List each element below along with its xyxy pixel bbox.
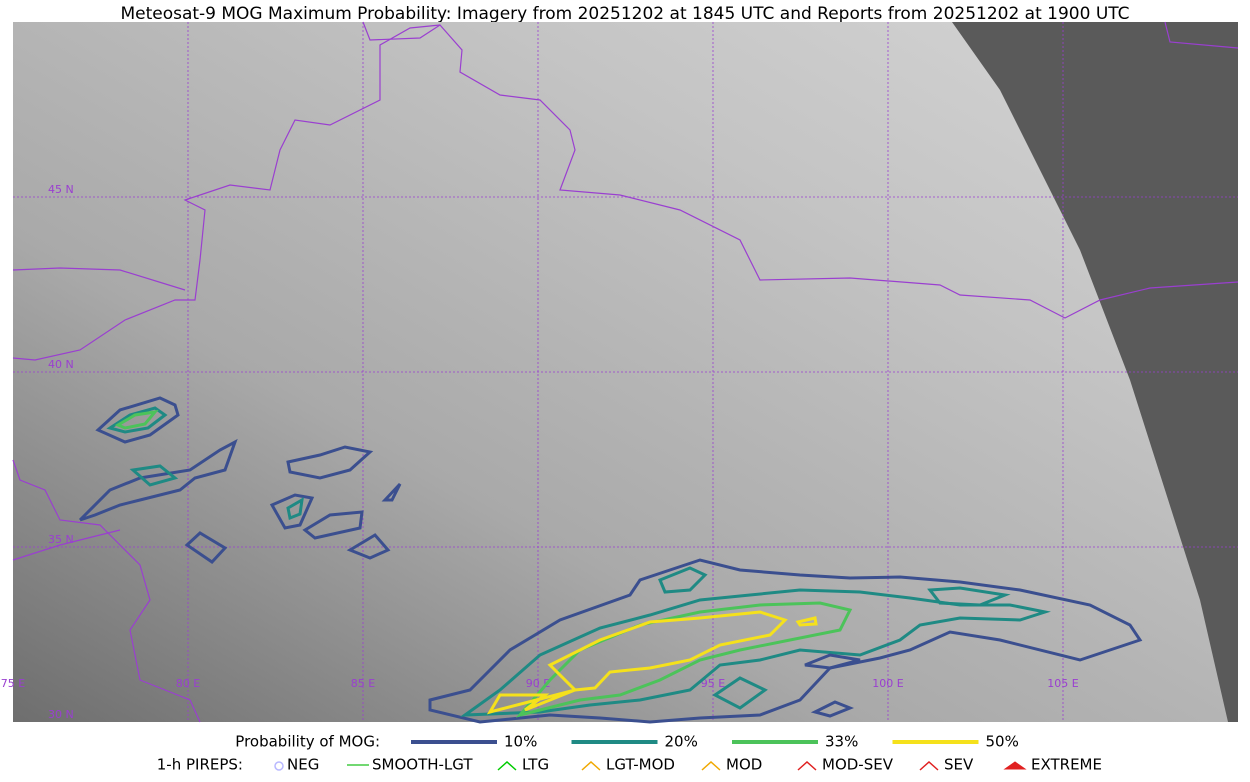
pirep-symbol [797, 760, 817, 771]
pirep-symbol [581, 760, 601, 771]
pirep-label: SMOOTH-LGT [372, 756, 473, 774]
pirep-symbol [701, 760, 721, 771]
probability-legend: 10% 20% 33% 50% [411, 733, 1019, 751]
graticule: 45 N40 N35 N30 N75 E 80 E 85 E 90 E 95 E 100 … [1, 22, 1238, 722]
lat-label: 30 N [48, 708, 74, 721]
pirep-label: EXTREME [1031, 756, 1102, 774]
lon-label: 100 E [872, 677, 903, 690]
lat-label: 35 N [48, 533, 74, 546]
lat-label: 40 N [48, 358, 74, 371]
pirep-label: LGT-MOD [606, 756, 675, 774]
pireps-legend: NEG SMOOTH-LGT LTG LGT-MOD MOD MOD-SEV SEV EXTR… [274, 756, 1102, 774]
lon-label: 85 E [351, 677, 375, 690]
legend-label: 20% [665, 733, 698, 751]
pirep-symbol [274, 761, 284, 771]
pirep-label: NEG [287, 756, 319, 774]
legend-label: 50% [986, 733, 1019, 751]
pirep-label: MOD-SEV [822, 756, 894, 774]
pirep-label: SEV [944, 756, 974, 774]
title: Meteosat-9 MOG Maximum Probability: Imag… [120, 4, 1129, 24]
lat-label: 45 N [48, 183, 74, 196]
probability-contours [78, 396, 1143, 724]
pirep-label: LTG [522, 756, 549, 774]
lon-label: 80 E [176, 677, 200, 690]
pirep-symbol [1003, 761, 1027, 770]
pirep-symbol [919, 760, 939, 771]
pirep-symbol [497, 760, 517, 771]
legend-label: 10% [504, 733, 537, 751]
lon-label: 95 E [701, 677, 725, 690]
probability-legend-title: Probability of MOG: [235, 733, 380, 751]
lon-label: 75 E [1, 677, 25, 690]
pirep-label: MOD [726, 756, 762, 774]
lon-label: 105 E [1047, 677, 1078, 690]
pireps-legend-title: 1-h PIREPS: [157, 756, 243, 774]
borders [12, 21, 1239, 723]
legend-label: 33% [825, 733, 858, 751]
